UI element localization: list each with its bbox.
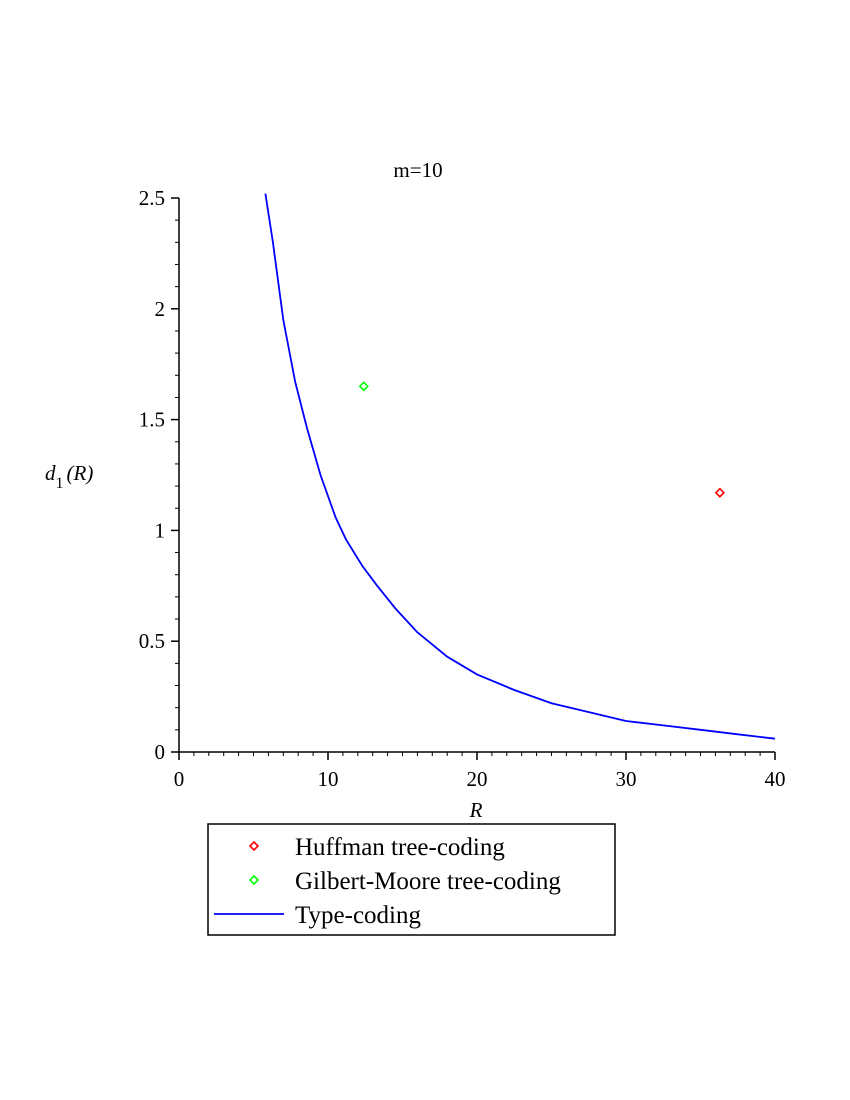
legend-marker-swatch	[248, 874, 260, 886]
legend-label: Gilbert-Moore tree-coding	[295, 868, 561, 895]
y-tick-label: 1.5	[139, 408, 165, 432]
y-axis-label-subscript: 1	[56, 475, 64, 492]
y-axis-label: d1 (R)	[45, 461, 93, 492]
legend-label: Type-coding	[295, 902, 421, 929]
legend-items: Huffman tree-coding Gilbert-Moore tree-co…	[214, 834, 561, 929]
x-axis: 0 10 20 30 40	[174, 751, 786, 791]
x-tick-label: 10	[318, 767, 339, 791]
y-tick-label: 2	[155, 297, 166, 321]
plot-area	[264, 193, 776, 740]
data-point-huffman-tree-coding	[714, 487, 726, 498]
y-axis-label-argument: (R)	[67, 461, 94, 485]
y-axis-label-main: d	[45, 461, 56, 485]
x-axis-label: R	[469, 798, 483, 822]
legend-marker-swatch	[248, 840, 260, 852]
chart-title: m=10	[393, 158, 442, 182]
type-coding-line	[264, 193, 776, 740]
legend: Huffman tree-coding Gilbert-Moore tree-co…	[207, 823, 616, 936]
x-tick-label: 30	[616, 767, 637, 791]
x-tick-label: 0	[174, 767, 185, 791]
legend-box	[207, 823, 616, 936]
x-tick-label: 40	[765, 767, 786, 791]
y-tick-label: 1	[155, 518, 166, 542]
y-tick-label: 0	[155, 740, 166, 764]
y-axis: 0 0.5 1 1.5 2 2.5	[139, 186, 180, 764]
data-point-gilbert-moore-tree-coding	[358, 381, 369, 392]
legend-label: Huffman tree-coding	[295, 834, 505, 861]
x-tick-label: 20	[467, 767, 488, 791]
y-tick-label: 2.5	[139, 186, 165, 210]
y-tick-label: 0.5	[139, 629, 165, 653]
